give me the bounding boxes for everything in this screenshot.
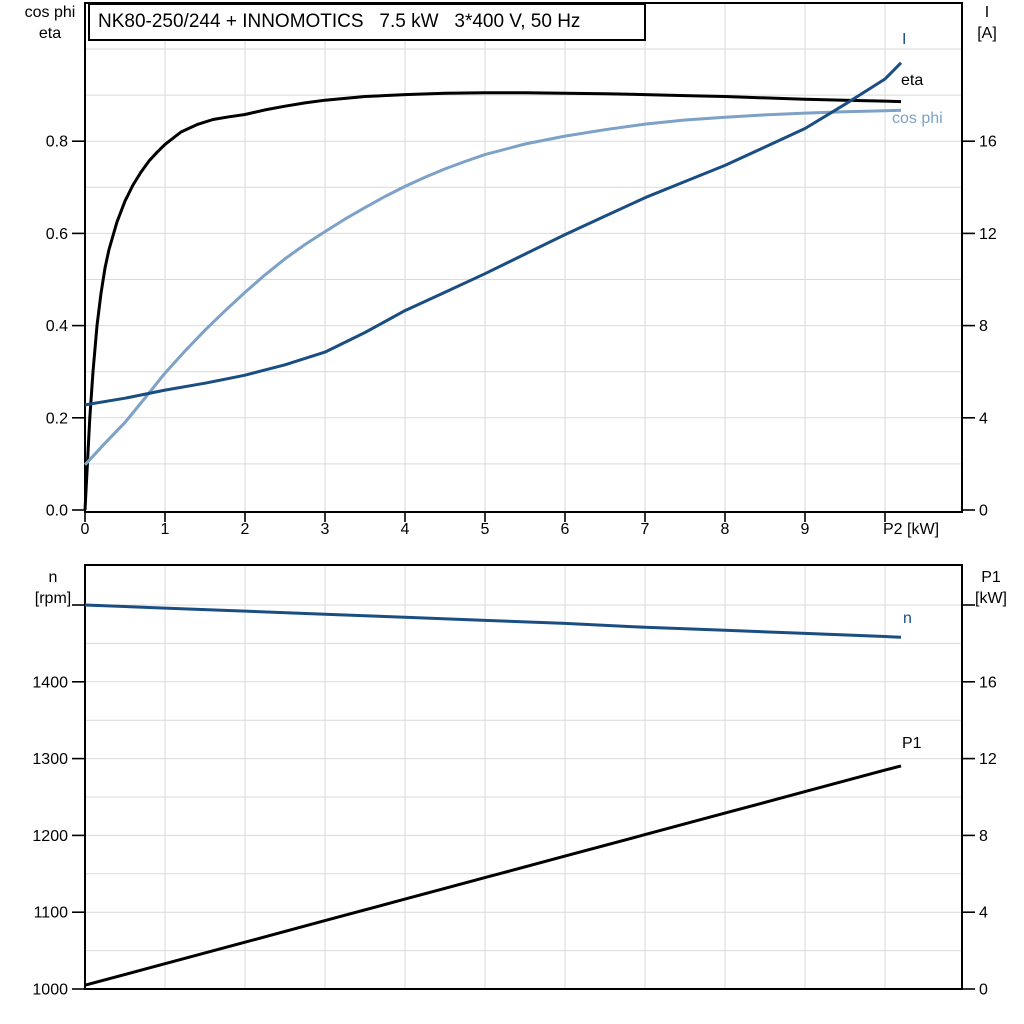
p1-curve-label: P1 — [902, 735, 922, 752]
svg-text:0: 0 — [979, 982, 988, 999]
chart-title: NK80-250/244 + INNOMOTICS 7.5 kW 3*400 V… — [98, 11, 581, 32]
svg-text:16: 16 — [979, 674, 997, 691]
speed-unit-label: [rpm] — [34, 590, 72, 607]
svg-text:1100: 1100 — [34, 905, 69, 922]
eta-axis-label: eta — [38, 25, 62, 42]
speed-curve-label: n — [903, 610, 912, 627]
svg-text:0.4: 0.4 — [46, 318, 68, 335]
svg-text:0.2: 0.2 — [46, 410, 68, 427]
svg-text:5: 5 — [481, 521, 490, 538]
bottom-right-axis-title: P1 [kW] — [962, 567, 1020, 609]
svg-text:0: 0 — [979, 503, 988, 520]
svg-text:12: 12 — [979, 226, 997, 243]
chart-title-box: NK80-250/244 + INNOMOTICS 7.5 kW 3*400 V… — [88, 3, 646, 41]
p1-axis-label: P1 — [981, 569, 1001, 586]
bottom-left-axis-title: n [rpm] — [14, 567, 92, 609]
cos-phi-curve-label: cos phi — [892, 110, 943, 127]
svg-text:9: 9 — [801, 521, 810, 538]
current-axis-label: I — [984, 4, 990, 21]
svg-text:P2 [kW]: P2 [kW] — [883, 521, 939, 538]
current-curve-label: I — [902, 31, 907, 48]
svg-text:4: 4 — [979, 410, 988, 427]
svg-text:8: 8 — [979, 828, 988, 845]
svg-text:16: 16 — [979, 134, 997, 151]
svg-text:4: 4 — [401, 521, 410, 538]
svg-text:1400: 1400 — [32, 674, 68, 691]
svg-text:1200: 1200 — [32, 828, 68, 845]
current-unit-label: [A] — [977, 25, 997, 42]
eta-curve-label: eta — [901, 72, 924, 89]
svg-text:0: 0 — [81, 521, 90, 538]
svg-text:8: 8 — [721, 521, 730, 538]
top-right-axis-title: I [A] — [960, 2, 1014, 44]
p1-unit-label: [kW] — [975, 590, 1007, 607]
svg-text:0.0: 0.0 — [46, 503, 68, 520]
svg-text:2: 2 — [241, 521, 250, 538]
svg-text:8: 8 — [979, 318, 988, 335]
svg-text:1: 1 — [161, 521, 170, 538]
svg-text:1300: 1300 — [32, 751, 68, 768]
svg-text:4: 4 — [979, 905, 988, 922]
svg-text:1000: 1000 — [32, 982, 68, 999]
svg-text:0.8: 0.8 — [46, 134, 68, 151]
cos-phi-axis-label: cos phi — [24, 4, 76, 21]
speed-axis-label: n — [48, 569, 58, 586]
top-left-axis-title: cos phi eta — [8, 2, 92, 44]
svg-text:6: 6 — [561, 521, 570, 538]
svg-text:3: 3 — [321, 521, 330, 538]
svg-text:12: 12 — [979, 751, 997, 768]
svg-text:0.6: 0.6 — [46, 226, 68, 243]
svg-text:7: 7 — [641, 521, 650, 538]
